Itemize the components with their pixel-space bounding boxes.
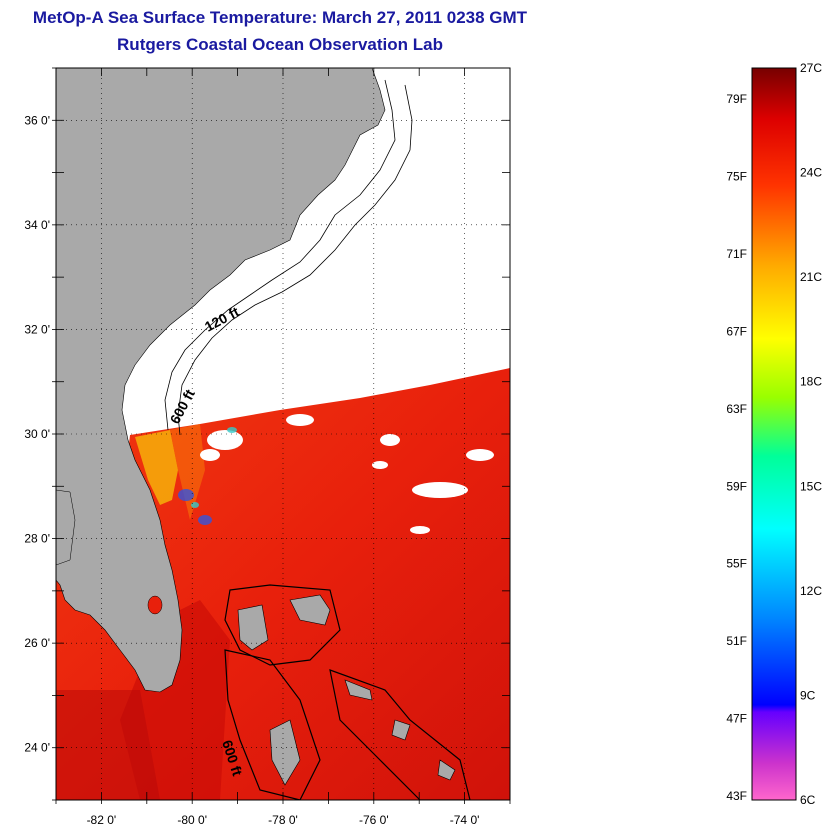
colorbar-f-label: 47F xyxy=(726,712,747,726)
colorbar-f-label: 43F xyxy=(726,789,747,803)
colorbar-c-label: 21C xyxy=(800,270,822,284)
bahamas-islands xyxy=(237,594,456,786)
lat-tick-label: 36 0' xyxy=(24,113,50,127)
colorbar-f-label: 71F xyxy=(726,247,747,261)
colorbar-f-label: 51F xyxy=(726,634,747,648)
lat-tick-label: 28 0' xyxy=(24,532,50,546)
colorbar-f-label: 67F xyxy=(726,324,747,338)
colorbar-f-label: 75F xyxy=(726,169,747,183)
colorbar-fahrenheit-labels: 79F 75F 71F 67F 63F 59F 55F 51F 47F 43F xyxy=(726,92,747,803)
colorbar-c-label: 6C xyxy=(800,793,816,807)
colorbar-c-label: 15C xyxy=(800,479,822,493)
shelf-cool-band xyxy=(135,430,178,505)
lon-tick-label: -80 0' xyxy=(177,813,207,827)
map-ticks: 24 0' 26 0' 28 0' 30 0' 32 0' 34 0' 36 0' -82 0… xyxy=(24,67,511,827)
colorbar xyxy=(751,67,797,801)
lon-tick-label: -74 0' xyxy=(450,813,480,827)
lake-okeechobee xyxy=(147,595,163,615)
map-title: MetOp-A Sea Surface Temperature: March 2… xyxy=(32,8,528,27)
map-subtitle: Rutgers Coastal Ocean Observation Lab xyxy=(117,35,443,54)
lat-tick-label: 24 0' xyxy=(24,741,50,755)
colorbar-celsius-labels: 27C 24C 21C 18C 15C 12C 9C 6C xyxy=(800,61,822,807)
colorbar-c-label: 27C xyxy=(800,61,822,75)
lon-tick-label: -82 0' xyxy=(87,813,117,827)
lat-tick-label: 34 0' xyxy=(24,218,50,232)
colorbar-f-label: 59F xyxy=(726,479,747,493)
us-east-coast-land xyxy=(56,68,386,693)
colorbar-c-label: 9C xyxy=(800,688,816,702)
colorbar-c-label: 24C xyxy=(800,166,822,180)
colorbar-c-label: 12C xyxy=(800,584,822,598)
cloud-patches xyxy=(200,414,494,534)
colorbar-c-label: 18C xyxy=(800,375,822,389)
lon-tick-label: -78 0' xyxy=(268,813,298,827)
graticule xyxy=(56,68,510,800)
colorbar-f-label: 63F xyxy=(726,402,747,416)
lat-tick-label: 26 0' xyxy=(24,636,50,650)
bahama-banks xyxy=(224,584,471,800)
lat-tick-label: 32 0' xyxy=(24,322,50,336)
lon-tick-label: -76 0' xyxy=(359,813,389,827)
isobath-lines xyxy=(164,79,413,436)
lat-tick-label: 30 0' xyxy=(24,427,50,441)
colorbar-f-label: 79F xyxy=(726,92,747,106)
colorbar-f-label: 55F xyxy=(726,557,747,571)
